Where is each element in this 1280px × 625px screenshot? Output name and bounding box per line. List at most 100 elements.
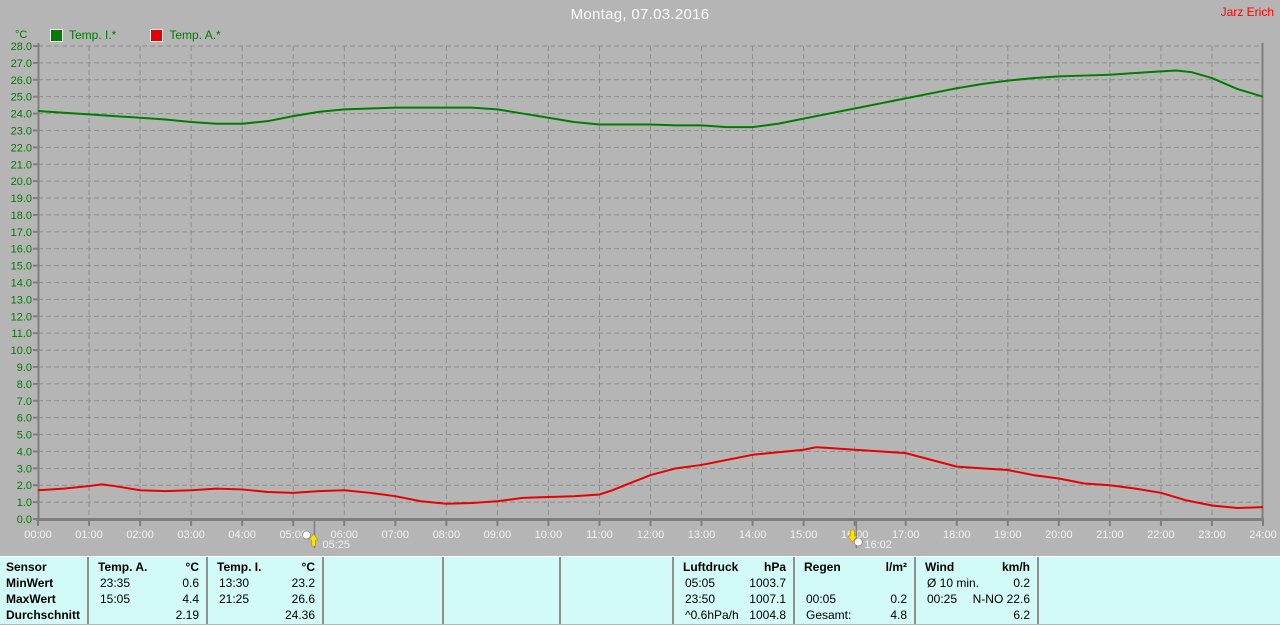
x-axis-label: 16:00 — [841, 529, 869, 541]
legend-swatch-temp-a — [150, 28, 164, 42]
x-axis-label: 17:00 — [892, 529, 920, 541]
x-axis-label: 09:00 — [484, 529, 512, 541]
sunrise-arrow-icon — [308, 533, 319, 547]
stats-col-unit-regen: l/m² — [885, 560, 907, 574]
x-axis-label: 11:00 — [586, 529, 613, 541]
x-axis-label: 23:00 — [1198, 529, 1226, 541]
y-axis-label: 3.0 — [17, 463, 32, 475]
stats-cell-value: 26.6 — [291, 592, 315, 606]
stats-cell-time: 05:05 — [685, 576, 716, 590]
x-axis-label: 05:00 — [279, 529, 307, 541]
y-axis-label: 10.0 — [11, 345, 32, 357]
chart-title: Montag, 07.03.2016 — [570, 6, 710, 23]
stats-cell-value: 1007.1 — [749, 592, 786, 606]
series-line-temp-i — [37, 69, 1264, 129]
y-axis-label: 27.0 — [11, 58, 32, 70]
y-axis-label: 18.0 — [11, 210, 32, 222]
y-axis-label: 9.0 — [17, 362, 32, 374]
stats-col-title-wind: Wind — [925, 560, 955, 574]
sunset-icon — [853, 537, 863, 547]
stats-column-divider — [1037, 557, 1039, 624]
stats-col-title-temp-a: Temp. A. — [98, 560, 148, 574]
stats-col-unit-wind: km/h — [1001, 560, 1030, 574]
legend-swatch-temp-i — [50, 28, 63, 42]
y-axis-label: 11.0 — [11, 328, 32, 340]
x-axis-label: 01:00 — [75, 529, 103, 541]
stats-cell-value: 6.2 — [1013, 608, 1030, 622]
stats-col-unit-temp-a: °C — [185, 560, 199, 574]
x-axis-label: 15:00 — [790, 529, 818, 541]
x-axis-label: 12:00 — [637, 529, 665, 541]
x-axis-label: 08:00 — [433, 529, 461, 541]
y-axis-label: 23.0 — [11, 125, 32, 137]
stats-column-divider — [206, 557, 208, 624]
stats-column-divider — [322, 557, 324, 624]
x-axis-label: 13:00 — [688, 529, 716, 541]
stats-col-title-luftdruck: Luftdruck — [683, 560, 739, 574]
x-axis-label: 06:00 — [330, 529, 358, 541]
y-axis-label: 21.0 — [11, 159, 32, 171]
y-axis-unit-label: °C — [15, 29, 28, 41]
y-axis-label: 26.0 — [11, 75, 32, 87]
y-axis-label: 19.0 — [11, 193, 32, 205]
sunset-time-label: 16:02 — [864, 539, 892, 551]
x-axis-label: 19:00 — [994, 529, 1022, 541]
stats-cell-value: 4.8 — [890, 608, 907, 622]
stats-cell-value: 0.2 — [890, 592, 907, 606]
stats-cell-value: 2.19 — [175, 608, 199, 622]
stats-cell-value: 24.36 — [284, 608, 315, 622]
stats-cell-time: Ø 10 min. — [927, 576, 980, 590]
stats-row-label: MaxWert — [6, 592, 56, 606]
stats-column-divider — [914, 557, 916, 624]
stats-cell-time: 13:30 — [219, 576, 250, 590]
x-axis-label: 02:00 — [126, 529, 154, 541]
series-line-temp-a — [37, 446, 1264, 510]
stats-column-divider — [672, 557, 674, 624]
stats-column-divider — [442, 557, 444, 624]
y-axis-label: 25.0 — [11, 92, 32, 104]
y-axis-label: 22.0 — [11, 142, 32, 154]
stats-cell-value: N-NO 22.6 — [972, 592, 1030, 606]
x-axis-label: 14:00 — [739, 529, 767, 541]
stats-cell-time: 15:05 — [100, 592, 131, 606]
stats-cell-value: 23.2 — [291, 576, 315, 590]
sunrise-time-label: 05:25 — [322, 539, 350, 551]
y-axis-label: 5.0 — [17, 430, 32, 442]
x-axis-label: 07:00 — [382, 529, 410, 541]
y-axis-label: 8.0 — [17, 379, 32, 391]
stats-cell-time: ^0.6hPa/h — [685, 608, 739, 622]
y-axis-label: 2.0 — [17, 480, 32, 492]
y-axis-label: 15.0 — [11, 261, 32, 273]
stats-col-title-temp-i: Temp. I. — [217, 560, 262, 574]
stats-cell-time: 00:25 — [927, 592, 958, 606]
stats-cell-time: 23:50 — [685, 592, 716, 606]
stats-cell-value: 1004.8 — [749, 608, 786, 622]
y-axis-label: 12.0 — [11, 311, 32, 323]
x-axis-label: 04:00 — [228, 529, 256, 541]
chart-canvas[interactable]: 0.0 1.0 2.0 3.0 4.0 5.0 6.0 7.0 8.0 9.0 10.0 11.0 12… — [0, 0, 1280, 556]
stats-row-label: Durchschnitt — [6, 608, 81, 622]
stats-row-label: MinWert — [6, 576, 54, 590]
x-axis-label: 00:00 — [24, 529, 52, 541]
stats-cell-time: Gesamt: — [806, 608, 852, 622]
stats-cell-value: 0.6 — [182, 576, 199, 590]
stats-column-divider — [793, 557, 795, 624]
stats-cell-time: 00:05 — [806, 592, 837, 606]
stats-cell-time: 21:25 — [219, 592, 250, 606]
x-axis-label: 18:00 — [943, 529, 971, 541]
sunset-arrow-icon — [847, 529, 858, 543]
legend-item-temp-a: Temp. A.* — [150, 28, 221, 42]
y-axis-label: 24.0 — [11, 109, 32, 121]
x-axis-label: 10:00 — [535, 529, 563, 541]
legend-label-temp-i: Temp. I.* — [69, 28, 117, 42]
y-axis-label: 13.0 — [11, 294, 32, 306]
legend-label-temp-a: Temp. A.* — [169, 28, 221, 42]
y-axis-label: 4.0 — [17, 446, 32, 458]
stats-cell-value: 1003.7 — [749, 576, 786, 590]
x-axis-label: 22:00 — [1147, 529, 1175, 541]
stats-col-unit-luftdruck: hPa — [763, 560, 786, 574]
stats-cell-value: 4.4 — [182, 592, 199, 606]
stats-row-label: Sensor — [6, 560, 47, 574]
legend-item-temp-i: Temp. I.* — [50, 28, 116, 42]
